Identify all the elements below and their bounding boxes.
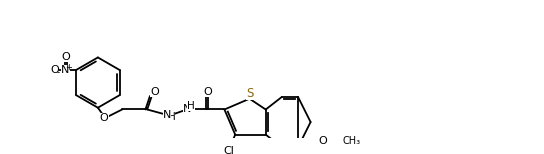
Text: Cl: Cl	[224, 146, 234, 154]
Text: N: N	[61, 65, 70, 75]
Text: S: S	[246, 87, 254, 100]
Text: -: -	[57, 68, 60, 77]
Text: CH₃: CH₃	[342, 136, 360, 146]
Text: +: +	[65, 63, 72, 72]
Text: H: H	[187, 101, 195, 111]
Text: O: O	[150, 87, 159, 97]
Text: H: H	[168, 112, 175, 122]
Text: O: O	[318, 136, 326, 146]
Text: N: N	[183, 105, 191, 114]
Text: O: O	[50, 65, 59, 75]
Text: O: O	[61, 52, 70, 62]
Text: O: O	[203, 87, 212, 97]
Text: O: O	[100, 113, 109, 124]
Text: N: N	[163, 110, 171, 120]
